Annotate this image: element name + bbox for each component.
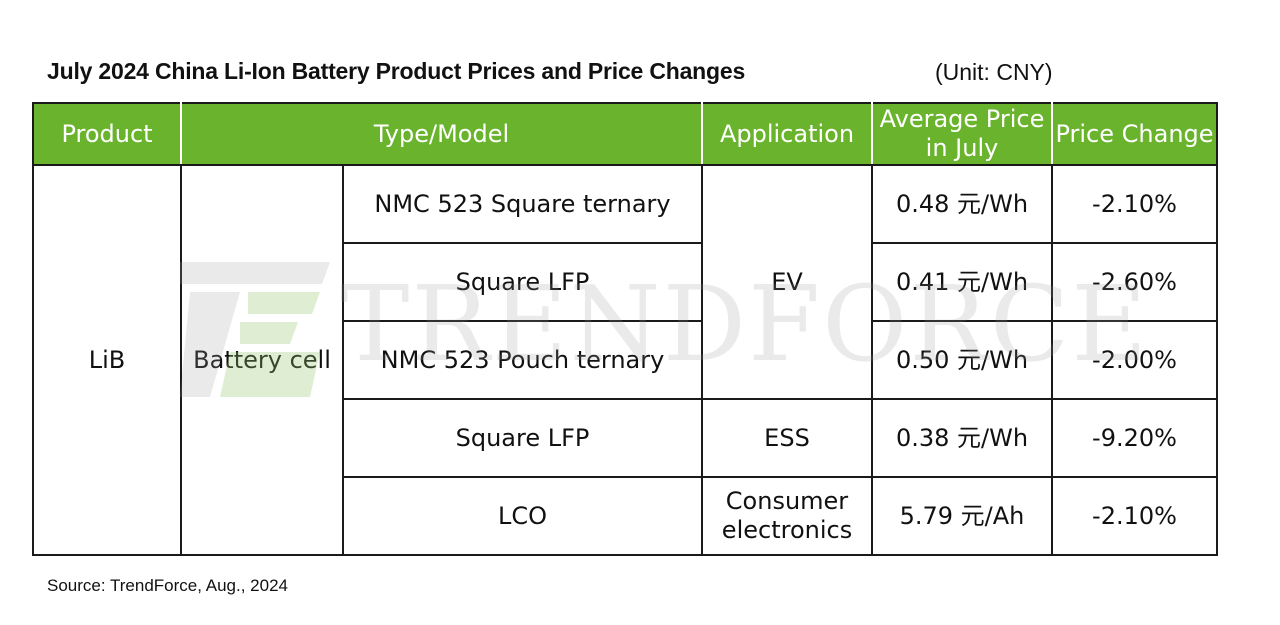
model-cell: NMC 523 Pouch ternary [342,320,703,400]
price-cell: 0.50 元/Wh [871,320,1053,400]
change-cell: -2.60% [1051,242,1218,322]
model-cell: Square LFP [342,242,703,322]
model-cell: Square LFP [342,398,703,478]
header-product: Product [32,102,182,166]
header-row: Product Type/Model Application Average P… [32,102,1218,166]
product-cell: LiB [32,164,182,556]
header-average-price-line2: in July [925,134,999,162]
source-note: Source: TrendForce, Aug., 2024 [47,576,288,595]
table-row: LiB Battery cell NMC 523 Square ternary … [32,164,1218,556]
change-cell: -2.10% [1051,164,1218,244]
price-table: Product Type/Model Application Average P… [32,102,1218,556]
price-cell: 0.48 元/Wh [871,164,1053,244]
table-row: NMC 523 Pouch ternary 0.50 元/Wh -2.00% [33,320,1218,400]
change-cell: -2.00% [1051,320,1218,400]
application-cell-ess: ESS [701,398,873,478]
header-price-change: Price Change [1051,102,1218,166]
table-row: Square LFP ESS 0.38 元/Wh -9.20% [33,398,1218,478]
header-average-price: Average Price in July [871,102,1053,166]
application-cell-consumer: Consumer electronics [701,476,873,556]
table-row: LCO Consumer electronics 5.79 元/Ah -2.10… [33,476,1218,556]
application-consumer-line2: electronics [721,516,853,544]
model-cell: NMC 523 Square ternary [342,164,703,244]
change-cell: -2.10% [1051,476,1218,556]
header-application: Application [701,102,873,166]
application-consumer-line1: Consumer [725,487,849,515]
table-title: July 2024 China Li-Ion Battery Product P… [47,58,746,84]
price-cell: 0.38 元/Wh [871,398,1053,478]
category-cell: Battery cell [180,164,344,556]
table-row: Square LFP 0.41 元/Wh -2.60% [33,242,1218,322]
unit-label: (Unit: CNY) [935,59,1053,85]
model-cell: LCO [342,476,703,556]
header-type-model: Type/Model [180,102,703,166]
change-cell: -9.20% [1051,398,1218,478]
application-cell-ev: EV [701,164,873,400]
price-cell: 0.41 元/Wh [871,242,1053,322]
price-cell: 5.79 元/Ah [871,476,1053,556]
header-average-price-line1: Average Price [879,105,1045,133]
